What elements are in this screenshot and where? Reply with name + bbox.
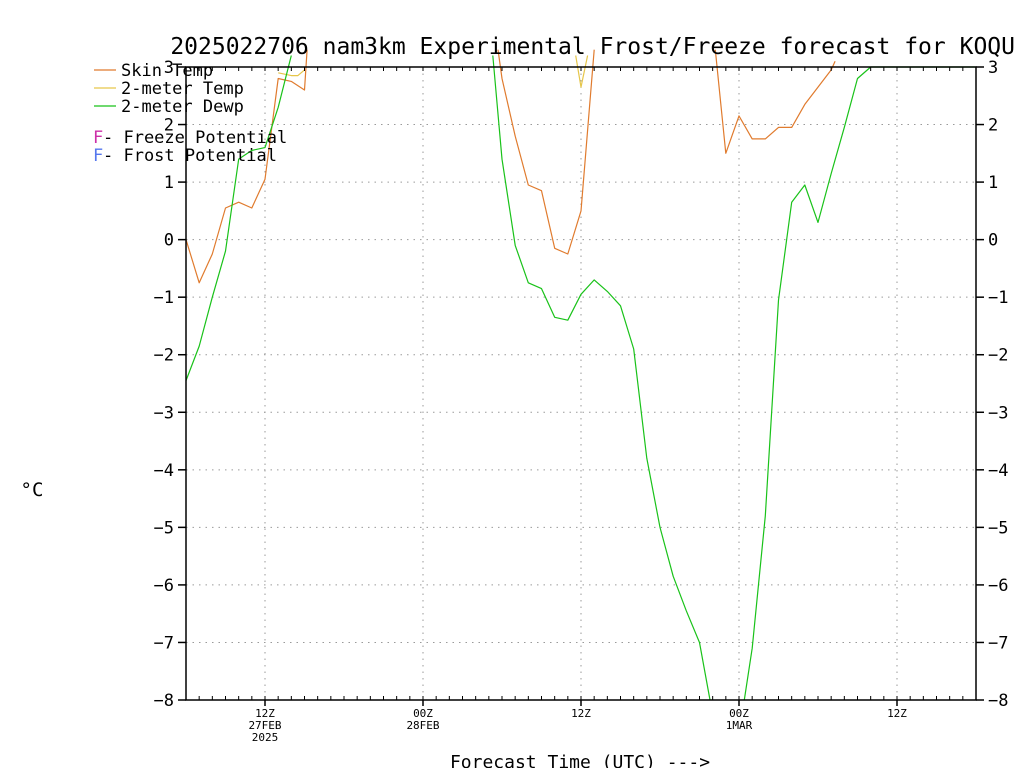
y-tick-label-right: −2: [988, 346, 1008, 366]
y-tick-label-right: −5: [988, 518, 1008, 538]
x-tick-label: 2025: [252, 731, 279, 744]
y-tick-label-left: −1: [154, 288, 174, 308]
series-line-skin-temp: [185, 49, 836, 284]
y-tick-label-right: 3: [988, 58, 998, 78]
x-axis-label: Forecast Time (UTC) --->: [450, 752, 710, 768]
x-tick-label: 12Z: [255, 707, 275, 720]
y-tick-label-right: −1: [988, 288, 1008, 308]
legend-item: Skin Temp: [121, 61, 213, 81]
legend-potential-letter: F: [93, 128, 103, 148]
grid-lines: [186, 67, 976, 700]
chart-title: 2025022706 nam3km Experimental Frost/Fre…: [170, 34, 1015, 60]
series-lines: [185, 49, 976, 701]
legend-potential-label: - Freeze Potential: [103, 128, 287, 148]
legend-item: 2-meter Dewp: [121, 97, 244, 117]
x-tick-label: 1MAR: [726, 719, 753, 732]
legend-potential-label: - Frost Potential: [103, 146, 277, 166]
series-line-2-meter-dewp: [185, 55, 976, 701]
plot-frame: [185, 66, 977, 701]
y-tick-label-left: −6: [154, 576, 174, 596]
x-tick-label: 00Z: [729, 707, 749, 720]
y-tick-label-left: −7: [154, 633, 174, 653]
y-tick-label-left: 2: [164, 116, 174, 136]
y-tick-label-right: 2: [988, 116, 998, 136]
y-tick-label-right: −6: [988, 576, 1008, 596]
series-line-2-meter-temp: [278, 55, 589, 88]
legend-potential-letter: F: [93, 146, 103, 166]
y-tick-label-left: −5: [154, 518, 174, 538]
y-tick-label-left: −3: [154, 403, 174, 423]
y-tick-label-right: −4: [988, 461, 1008, 481]
x-tick-label: 00Z: [413, 707, 433, 720]
y-tick-label-left: 1: [164, 173, 174, 193]
legend-item: 2-meter Temp: [121, 79, 244, 99]
x-tick-label: 12Z: [887, 707, 907, 720]
x-tick-label: 28FEB: [406, 719, 439, 732]
y-tick-label-right: 1: [988, 173, 998, 193]
y-tick-label-left: 0: [164, 231, 174, 251]
y-tick-label-right: −8: [988, 691, 1008, 711]
x-tick-label: 27FEB: [248, 719, 281, 732]
y-axis-label: °C: [21, 479, 44, 501]
y-tick-label-left: 3: [164, 58, 174, 78]
y-tick-label-right: −3: [988, 403, 1008, 423]
axis-ticks: 3 3 2 2 1 1 0 0 −1 −1 −2 −2 −3 −3 −4 −4 −5 −5 −6 −6 −7 −7 −8 −8…: [154, 58, 1009, 744]
x-tick-label: 12Z: [571, 707, 591, 720]
y-tick-label-right: −7: [988, 633, 1008, 653]
y-tick-label-left: −4: [154, 461, 174, 481]
y-tick-label-left: −2: [154, 346, 174, 366]
y-tick-label-left: −8: [154, 691, 174, 711]
y-tick-label-right: 0: [988, 231, 998, 251]
